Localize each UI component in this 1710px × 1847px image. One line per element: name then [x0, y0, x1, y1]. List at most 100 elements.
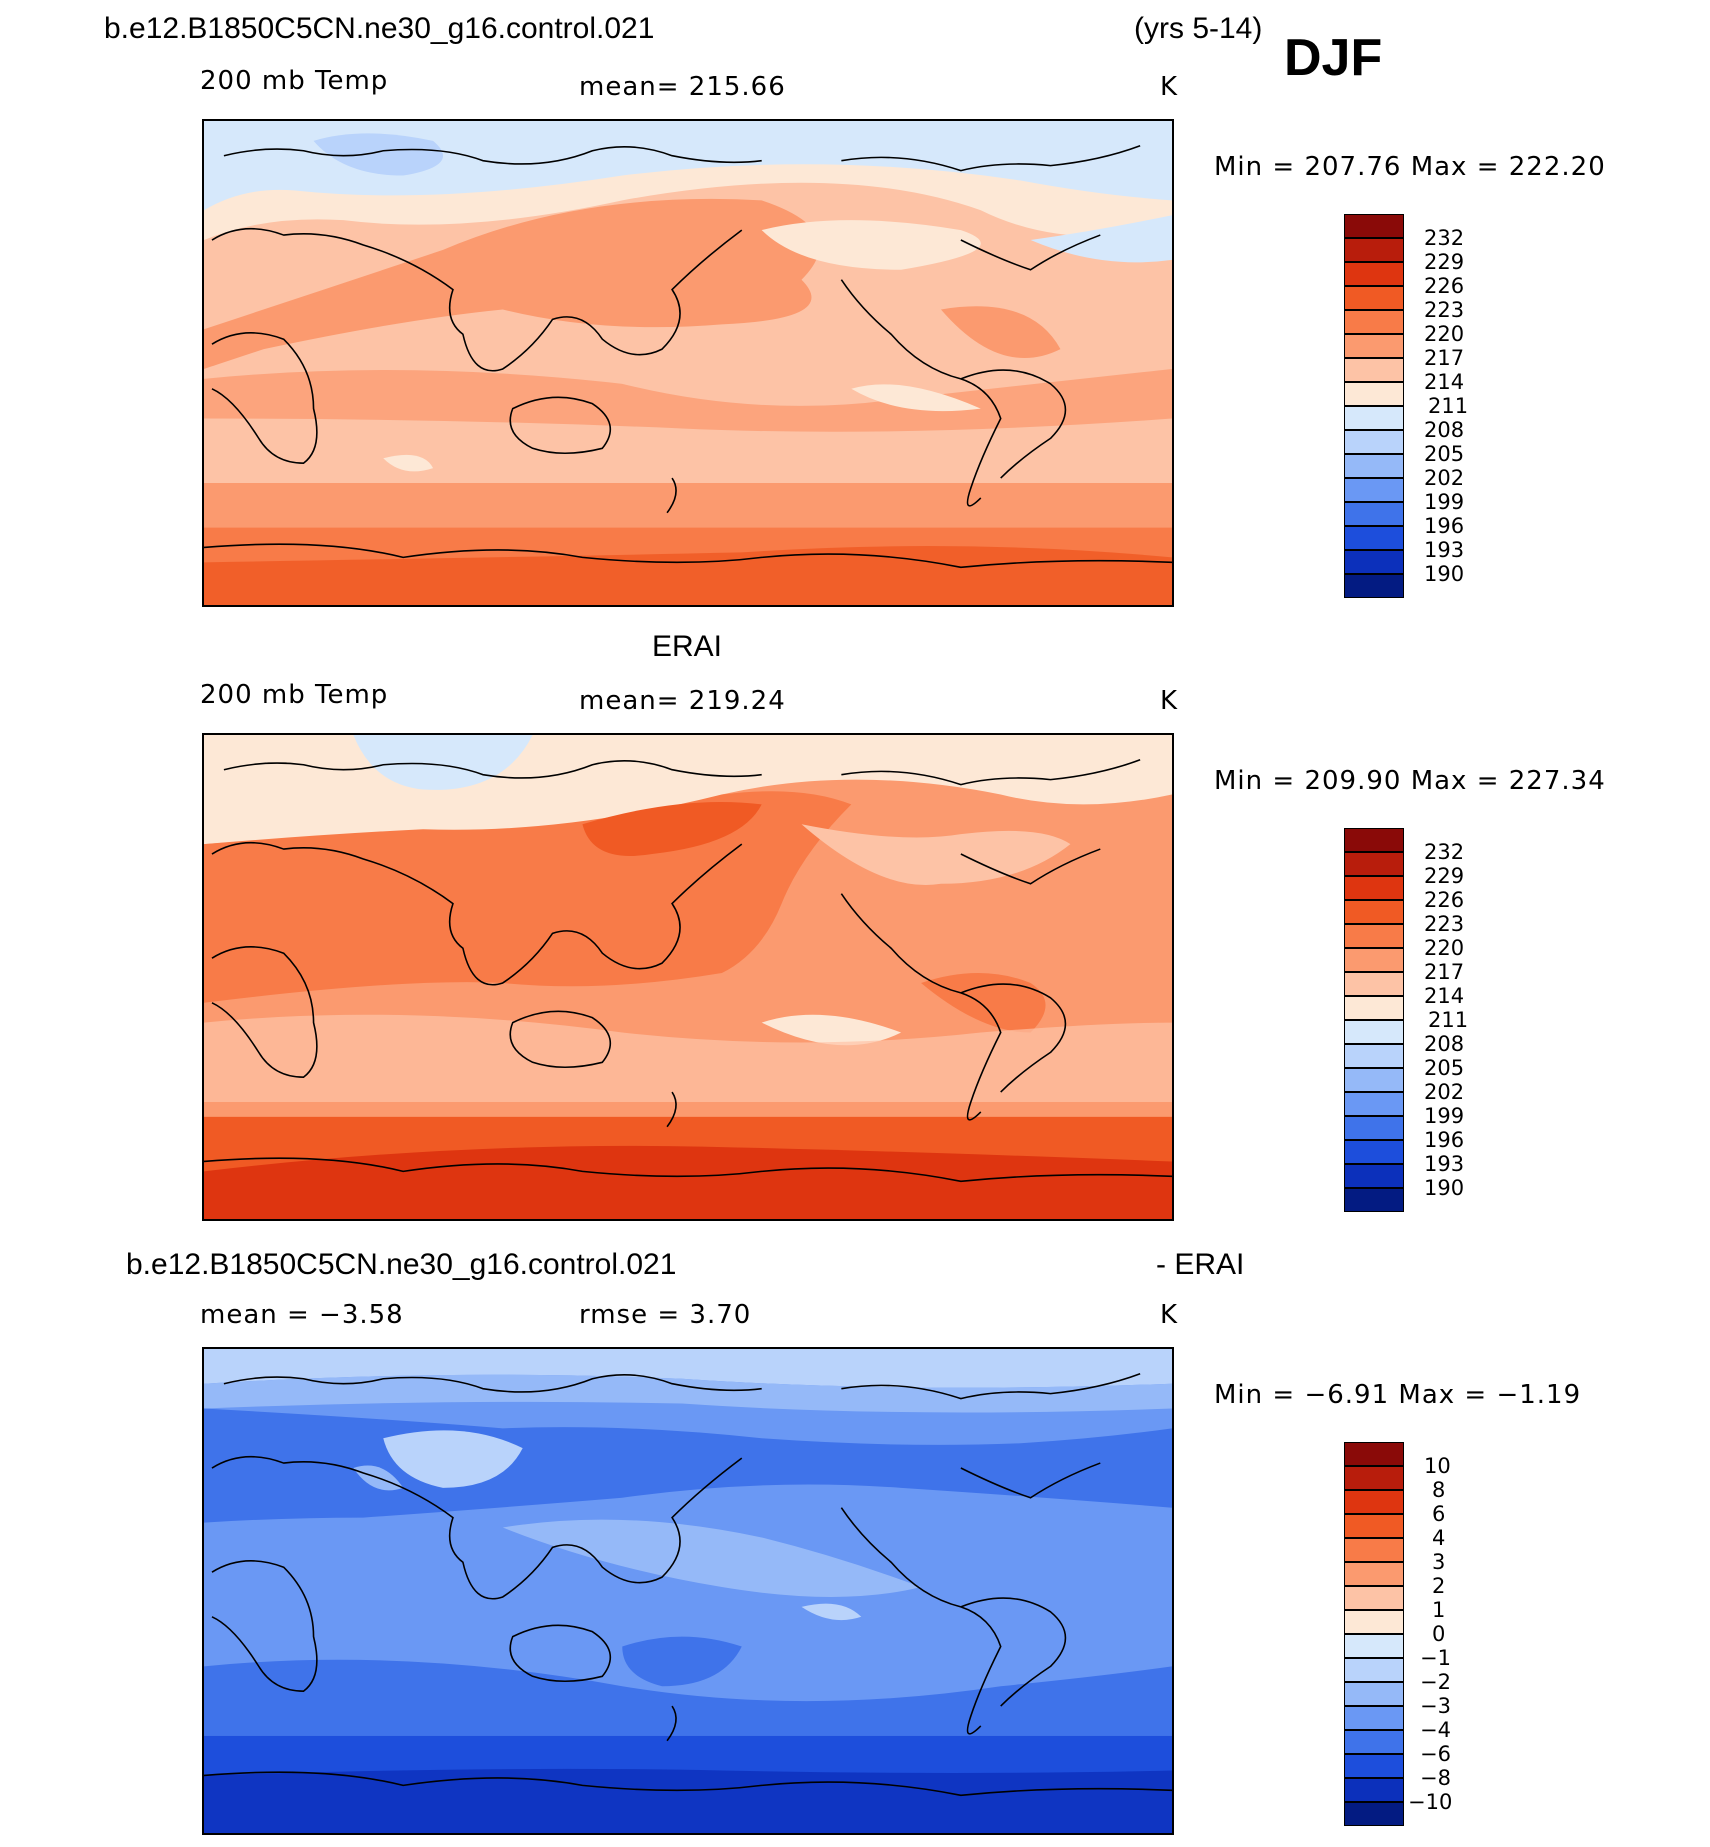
colorbar-model-swatch-8: [1344, 382, 1404, 406]
colorbar-obs-tick: 199: [1424, 1104, 1465, 1128]
map-obs-200mb-temp: [202, 733, 1174, 1221]
panel-diff-suffix: - ERAI: [1156, 1248, 1245, 1281]
colorbar-obs-swatch-4: [1344, 900, 1404, 924]
panel-model-mean: mean= 215.66: [579, 72, 786, 102]
panel-diff-minmax: Min = −6.91 Max = −1.19: [1214, 1380, 1582, 1410]
colorbar-obs-swatch-8: [1344, 996, 1404, 1020]
colorbar-obs-tick: 226: [1424, 888, 1465, 912]
colorbar-model-tick: 226: [1424, 274, 1465, 298]
colorbar-diff-swatch-7: [1344, 1586, 1404, 1610]
colorbar-model-swatch-1: [1344, 214, 1404, 238]
colorbar-diff-tick: 6: [1432, 1502, 1446, 1526]
colorbar-diff-swatch-10: [1344, 1658, 1404, 1682]
colorbar-diff-swatch-13: [1344, 1730, 1404, 1754]
colorbar-obs-tick: 220: [1424, 936, 1465, 960]
colorbar-model-tick: 193: [1424, 538, 1465, 562]
panel-model-variable: 200 mb Temp: [200, 66, 389, 96]
colorbar-obs-tick: 229: [1424, 864, 1465, 888]
colorbar-diff-tick: 10: [1424, 1454, 1451, 1478]
colorbar-obs-tick: 205: [1424, 1056, 1465, 1080]
colorbar-model-tick: 217: [1424, 346, 1465, 370]
colorbar-obs-swatch-12: [1344, 1092, 1404, 1116]
colorbar-obs-tick: 232: [1424, 840, 1465, 864]
colorbar-diff-swatch-12: [1344, 1706, 1404, 1730]
colorbar-model-swatch-2: [1344, 238, 1404, 262]
colorbar-model-tick: 223: [1424, 298, 1465, 322]
colorbar-model-swatch-14: [1344, 526, 1404, 550]
colorbar-obs-tick: 193: [1424, 1152, 1465, 1176]
season-label: DJF: [1284, 29, 1383, 87]
colorbar-model-tick: 211: [1428, 394, 1469, 418]
case-title: b.e12.B1850C5CN.ne30_g16.control.021: [104, 12, 655, 45]
panel-diff-units: K: [1160, 1300, 1179, 1330]
colorbar-obs-tick: 223: [1424, 912, 1465, 936]
colorbar-obs-tick: 208: [1424, 1032, 1465, 1056]
panel-diff-mean: mean = −3.58: [200, 1300, 404, 1330]
colorbar-model-swatch-3: [1344, 262, 1404, 286]
colorbar-diff: [1344, 1442, 1404, 1826]
colorbar-obs-swatch-2: [1344, 852, 1404, 876]
colorbar-diff-tick: −2: [1420, 1670, 1451, 1694]
colorbar-model-tick: 202: [1424, 466, 1465, 490]
map-model-200mb-temp: [202, 119, 1174, 607]
colorbar-diff-tick: −1: [1420, 1646, 1451, 1670]
colorbar-model-tick: 205: [1424, 442, 1465, 466]
colorbar-model-tick: 220: [1424, 322, 1465, 346]
colorbar-obs-swatch-14: [1344, 1140, 1404, 1164]
colorbar-obs-swatch-11: [1344, 1068, 1404, 1092]
colorbar-diff-tick: 1: [1432, 1598, 1446, 1622]
colorbar-obs: [1344, 828, 1404, 1212]
colorbar-obs-swatch-9: [1344, 1020, 1404, 1044]
map-model-canvas: [204, 121, 1172, 605]
colorbar-obs-swatch-3: [1344, 876, 1404, 900]
colorbar-diff-swatch-8: [1344, 1610, 1404, 1634]
colorbar-obs-swatch-13: [1344, 1116, 1404, 1140]
colorbar-model-tick: 229: [1424, 250, 1465, 274]
colorbar-obs-tick: 196: [1424, 1128, 1465, 1152]
colorbar-diff-swatch-5: [1344, 1538, 1404, 1562]
colorbar-diff-tick: −8: [1420, 1766, 1451, 1790]
colorbar-diff-swatch-9: [1344, 1634, 1404, 1658]
colorbar-obs-swatch-7: [1344, 972, 1404, 996]
colorbar-obs-tick: 214: [1424, 984, 1465, 1008]
panel-diff-case-title: b.e12.B1850C5CN.ne30_g16.control.021: [126, 1248, 677, 1281]
colorbar-diff-swatch-16: [1344, 1802, 1404, 1826]
colorbar-model-tick: 214: [1424, 370, 1465, 394]
colorbar-model-swatch-5: [1344, 310, 1404, 334]
colorbar-obs-tick: 190: [1424, 1176, 1465, 1200]
colorbar-obs-tick: 202: [1424, 1080, 1465, 1104]
colorbar-model-swatch-16: [1344, 574, 1404, 598]
colorbar-diff-tick: 2: [1432, 1574, 1446, 1598]
panel-obs-units: K: [1160, 686, 1179, 716]
colorbar-obs-swatch-6: [1344, 948, 1404, 972]
colorbar-model-swatch-12: [1344, 478, 1404, 502]
colorbar-model-tick: 196: [1424, 514, 1465, 538]
colorbar-model-swatch-7: [1344, 358, 1404, 382]
colorbar-model-swatch-10: [1344, 430, 1404, 454]
panel-obs-minmax: Min = 209.90 Max = 227.34: [1214, 766, 1606, 796]
colorbar-model-swatch-9: [1344, 406, 1404, 430]
colorbar-diff-swatch-2: [1344, 1466, 1404, 1490]
colorbar-diff-tick: −3: [1420, 1694, 1451, 1718]
panel-obs-title: ERAI: [652, 630, 723, 663]
colorbar-model: [1344, 214, 1404, 598]
colorbar-diff-tick: 8: [1432, 1478, 1446, 1502]
colorbar-obs-swatch-16: [1344, 1188, 1404, 1212]
years-label: (yrs 5-14): [1134, 12, 1263, 45]
colorbar-model-swatch-15: [1344, 550, 1404, 574]
colorbar-diff-tick: −4: [1420, 1718, 1451, 1742]
colorbar-diff-swatch-14: [1344, 1754, 1404, 1778]
panel-diff-rmse: rmse = 3.70: [579, 1300, 752, 1330]
colorbar-model-swatch-11: [1344, 454, 1404, 478]
colorbar-diff-tick: −6: [1420, 1742, 1451, 1766]
colorbar-diff-tick: 0: [1432, 1622, 1446, 1646]
colorbar-diff-swatch-1: [1344, 1442, 1404, 1466]
colorbar-diff-swatch-4: [1344, 1514, 1404, 1538]
colorbar-diff-swatch-11: [1344, 1682, 1404, 1706]
colorbar-model-tick: 190: [1424, 562, 1465, 586]
map-obs-canvas: [204, 735, 1172, 1219]
colorbar-obs-swatch-1: [1344, 828, 1404, 852]
colorbar-diff-tick: 4: [1432, 1526, 1446, 1550]
colorbar-obs-swatch-5: [1344, 924, 1404, 948]
colorbar-model-swatch-6: [1344, 334, 1404, 358]
